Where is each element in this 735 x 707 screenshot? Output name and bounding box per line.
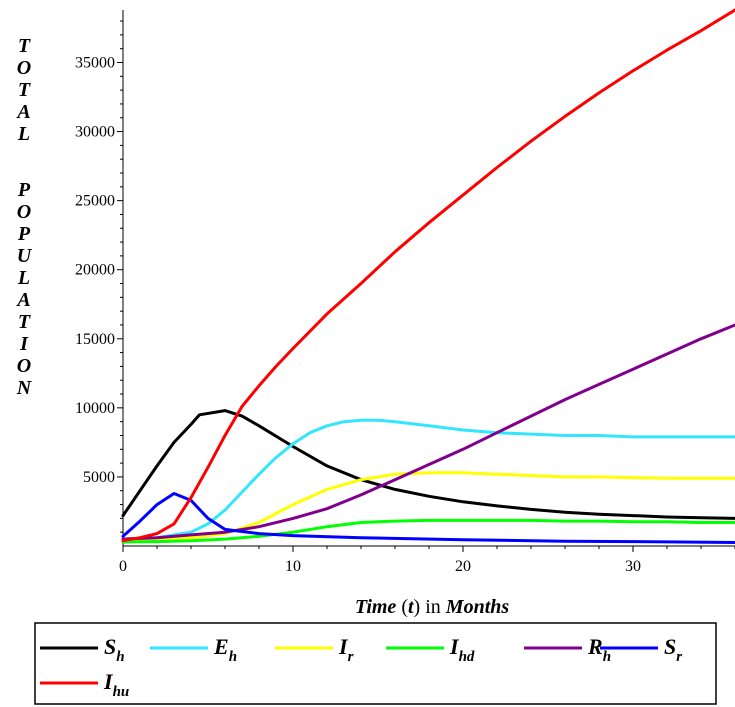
y-label-letter: I bbox=[19, 333, 29, 355]
series-line-s-r bbox=[121, 492, 735, 544]
y-tick-label: 15000 bbox=[75, 331, 115, 348]
legend-label-i-hd: Ihd bbox=[449, 634, 475, 665]
series-line-e-h bbox=[121, 418, 735, 541]
series-lines bbox=[121, 8, 735, 544]
x-tick-label: 20 bbox=[455, 558, 471, 575]
x-tick-label: 0 bbox=[119, 558, 127, 575]
legend-subscript: h bbox=[603, 649, 611, 665]
y-label-letter: P bbox=[17, 223, 31, 245]
legend-symbol: I bbox=[103, 669, 114, 694]
x-tick-label: 30 bbox=[625, 558, 641, 575]
y-label-letter: O bbox=[17, 355, 31, 377]
y-tick-label: 5000 bbox=[83, 469, 115, 486]
y-label-letter: O bbox=[17, 201, 31, 223]
legend-symbol: R bbox=[587, 634, 603, 659]
legend-symbol: S bbox=[104, 634, 116, 659]
series-line-i-hd bbox=[121, 518, 735, 544]
legend-subscript: r bbox=[348, 649, 354, 665]
x-label-middle: in bbox=[425, 596, 446, 618]
x-axis-label: Time (t) in Months bbox=[355, 596, 510, 618]
legend-subscript: r bbox=[676, 649, 682, 665]
x-tick-label: 10 bbox=[285, 558, 301, 575]
legend-symbol: I bbox=[338, 634, 349, 659]
series-line-i-r bbox=[121, 471, 735, 542]
legend-box bbox=[34, 622, 717, 705]
legend-label-i-r: Ir bbox=[338, 634, 354, 665]
legend-label-s-h: Sh bbox=[104, 634, 125, 665]
legend-subscript: hd bbox=[459, 649, 475, 665]
legend-subscript: hu bbox=[113, 684, 130, 700]
x-label-var: t bbox=[408, 596, 415, 618]
legend-label-r-h: Rh bbox=[587, 634, 611, 665]
y-tick-label: 20000 bbox=[75, 262, 115, 279]
legend-label-i-hu: Ihu bbox=[103, 669, 129, 700]
series-line-r-h bbox=[121, 323, 735, 541]
y-tick-label: 35000 bbox=[75, 54, 115, 71]
legend-symbol: S bbox=[664, 634, 676, 659]
y-tick-label: 25000 bbox=[75, 193, 115, 210]
y-tick-label: 30000 bbox=[75, 124, 115, 141]
x-label-unit: Months bbox=[445, 596, 510, 618]
y-label-letter: T bbox=[18, 79, 31, 101]
y-label-letter: P bbox=[17, 179, 31, 201]
y-label-letter: T bbox=[18, 35, 31, 57]
y-label-letter: U bbox=[17, 245, 33, 267]
axis-ticks: 5000 10000 15000 20000 25000 30000 35000 0 10 20 3… bbox=[75, 20, 735, 575]
legend-symbol: E bbox=[213, 634, 229, 659]
y-label-letter: O bbox=[17, 57, 31, 79]
x-label-prefix: Time bbox=[355, 596, 401, 618]
y-tick-label: 10000 bbox=[75, 400, 115, 417]
y-label-letter: A bbox=[15, 101, 30, 123]
x-label-paren: ) bbox=[414, 596, 426, 618]
legend-label-s-r: Sr bbox=[664, 634, 682, 665]
series-line-i-hu bbox=[121, 8, 735, 542]
legend-label-e-h: Eh bbox=[213, 634, 237, 665]
y-label-letter: T bbox=[18, 311, 31, 333]
y-label-letter: L bbox=[17, 267, 30, 289]
x-label-paren: ( bbox=[401, 596, 408, 618]
y-label-letter: N bbox=[16, 377, 33, 399]
legend-subscript: h bbox=[229, 649, 237, 665]
y-label-letter: A bbox=[15, 289, 30, 311]
legend-subscript: h bbox=[116, 649, 124, 665]
legend-symbol: I bbox=[449, 634, 460, 659]
y-label-letter: L bbox=[17, 123, 30, 145]
